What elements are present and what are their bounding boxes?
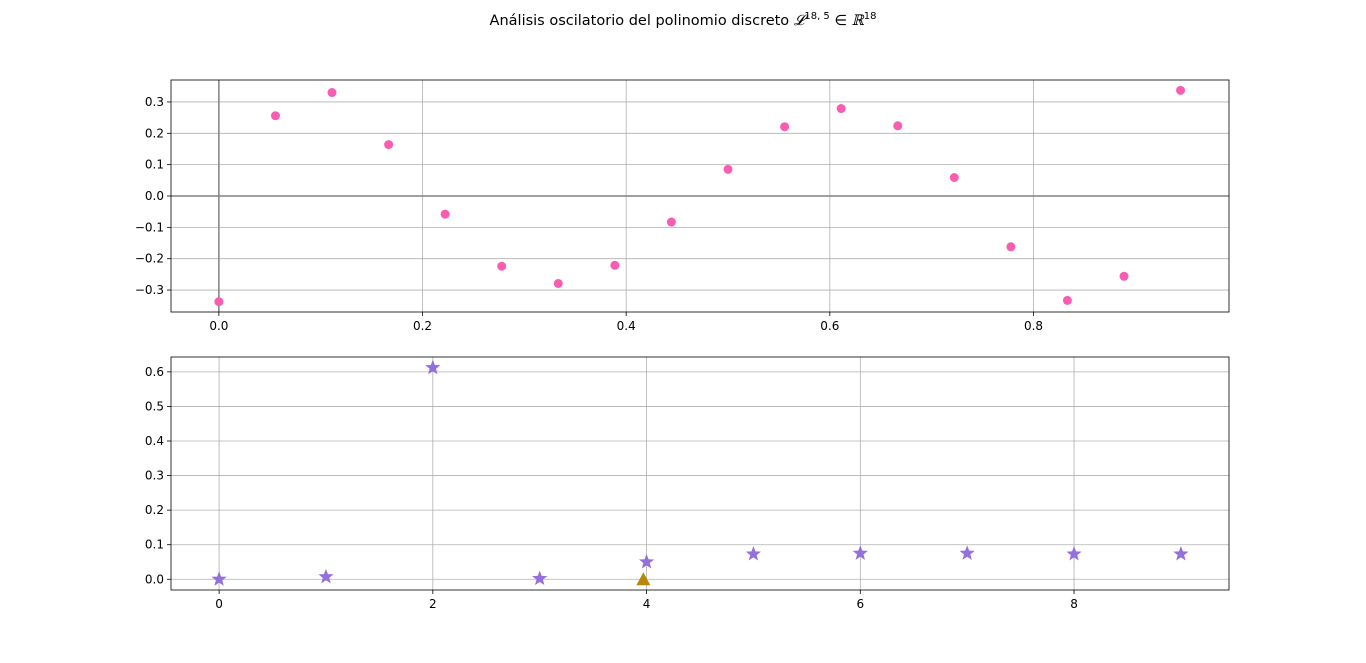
data-point — [270, 111, 280, 121]
data-point — [440, 209, 450, 219]
y-tick-label: 0.0 — [145, 189, 164, 203]
title-math-r: ℝ — [851, 12, 864, 29]
x-tick-label: 0.8 — [1024, 319, 1043, 333]
title-math-r-sup: 18 — [863, 11, 877, 22]
data-point — [1062, 295, 1072, 305]
axes-frame — [170, 79, 1230, 313]
star-point — [318, 568, 334, 584]
data-point — [780, 122, 790, 132]
star-point — [745, 546, 762, 561]
y-tick-label: −0.2 — [135, 252, 164, 266]
data-point — [1119, 271, 1129, 281]
x-tick-label: 0 — [215, 597, 223, 611]
data-point — [893, 121, 903, 131]
y-tick-label: 0.1 — [145, 158, 164, 172]
data-point — [497, 261, 507, 271]
y-tick-label: 0.2 — [145, 126, 164, 140]
data-point — [723, 164, 733, 174]
title-prefix: Análisis oscilatorio del polinomio discr… — [489, 12, 794, 29]
x-tick-label: 4 — [643, 597, 651, 611]
x-tick-label: 2 — [429, 597, 437, 611]
data-point — [610, 260, 620, 270]
y-tick-label: 0.6 — [145, 365, 164, 379]
y-tick-label: −0.1 — [135, 220, 164, 234]
title-math-l-sup: 18, 5 — [804, 11, 830, 22]
triangle-point — [636, 572, 651, 586]
data-point — [1006, 242, 1016, 252]
star-point — [852, 545, 868, 560]
x-tick-label: 6 — [856, 597, 864, 611]
x-tick-label: 0.4 — [617, 319, 636, 333]
y-tick-label: 0.5 — [145, 399, 164, 413]
data-point — [214, 297, 224, 307]
y-tick-label: 0.2 — [145, 503, 164, 517]
chart-title: Análisis oscilatorio del polinomio discr… — [0, 11, 1366, 29]
star-point — [211, 571, 227, 586]
y-tick-label: 0.4 — [145, 434, 164, 448]
data-point — [1176, 85, 1186, 95]
data-point — [553, 278, 563, 288]
subplot-1: 0.0 0.2 0.4 0.6 0.8 −0.3 −0.2 −0.1 0.0 0.1 0.2 0.3 — [135, 79, 1230, 333]
title-math-in: ∈ — [834, 12, 848, 29]
data-point — [666, 217, 676, 227]
star-point — [1066, 546, 1082, 561]
x-tick-label: 0.2 — [413, 319, 432, 333]
y-tick-label: −0.3 — [135, 283, 164, 297]
data-point — [327, 88, 337, 98]
star-point — [959, 545, 975, 560]
star-point — [1173, 546, 1189, 561]
subplot-2: 0 2 4 6 8 0.0 0.1 0.2 0.3 0.4 0.5 0.6 — [145, 356, 1230, 611]
star-point — [425, 359, 441, 375]
y-tick-label: 0.0 — [145, 572, 164, 586]
data-point — [949, 173, 959, 183]
title-math-l: 𝓛 — [793, 12, 805, 29]
data-point — [836, 104, 846, 114]
star-point — [532, 570, 548, 586]
data-point — [384, 140, 394, 150]
star-point — [638, 554, 655, 569]
y-tick-label: 0.1 — [145, 538, 164, 552]
y-tick-label: 0.3 — [145, 95, 164, 109]
axes-frame — [170, 356, 1230, 591]
y-tick-label: 0.3 — [145, 469, 164, 483]
x-tick-label: 0.6 — [820, 319, 839, 333]
x-tick-label: 8 — [1070, 597, 1078, 611]
x-tick-label: 0.0 — [209, 319, 228, 333]
